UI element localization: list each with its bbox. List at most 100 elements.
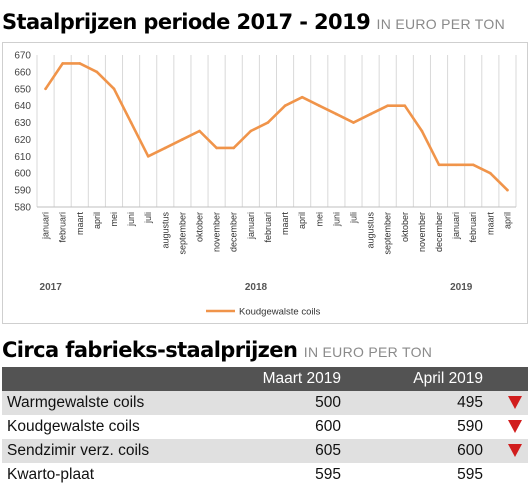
data-point	[386, 104, 389, 107]
table-row: Koudgewalste coils 600 590	[2, 415, 528, 439]
x-tick-label: juli	[348, 212, 358, 224]
x-tick-label: oktober	[195, 212, 205, 242]
data-point	[335, 112, 338, 116]
table-header-row: Maart 2019 April 2019	[2, 367, 528, 391]
data-point	[352, 121, 355, 124]
data-point	[300, 95, 304, 99]
y-tick-label: 600	[14, 169, 31, 180]
april-price-cell: 590	[347, 415, 490, 439]
data-point	[437, 163, 441, 167]
x-tick-label: september	[177, 212, 187, 255]
y-tick-label: 610	[14, 152, 31, 163]
x-tick-label: juni	[331, 212, 341, 227]
data-point	[369, 112, 372, 116]
x-tick-label: februari	[263, 212, 273, 243]
chart-unit: IN EURO PER TON	[376, 16, 505, 32]
data-point	[164, 146, 167, 150]
y-tick-label: 660	[14, 67, 31, 78]
data-point	[181, 138, 184, 141]
data-point	[403, 104, 407, 107]
april-price-cell: 595	[347, 463, 490, 487]
data-point	[232, 146, 236, 150]
x-tick-label: december	[229, 212, 239, 252]
data-point	[198, 129, 201, 133]
table-title: Circa fabrieks-staalprijzen	[2, 338, 298, 362]
x-tick-label: oktober	[400, 212, 410, 242]
data-point	[61, 62, 64, 65]
x-tick-label: mei	[109, 212, 119, 227]
series-line	[44, 62, 509, 192]
legend-label: Koudgewalste coils	[239, 307, 321, 318]
x-tick-label: juli	[143, 212, 153, 224]
x-tick-label: februari	[468, 212, 478, 243]
steel-price-line-chart: 580 590 600 610 620 630 640 650 660 670 januari feb…	[14, 51, 517, 318]
table-row: Sendzimir verz. coils 605 600	[2, 439, 528, 463]
x-tick-label: april	[502, 212, 512, 229]
data-point	[112, 87, 116, 91]
table-row: Kwarto-plaat 595 595	[2, 463, 528, 487]
y-tick-label: 630	[14, 118, 31, 129]
product-name-cell: Kwarto-plaat	[2, 463, 231, 487]
x-tick-label: mei	[314, 212, 324, 227]
trend-cell	[489, 463, 528, 487]
data-point	[78, 62, 82, 65]
y-tick-label: 640	[14, 101, 31, 112]
data-point	[420, 129, 424, 133]
chart-title: Staalprijzen periode 2017 - 2019	[2, 10, 371, 34]
x-tick-label: juni	[126, 212, 136, 227]
data-point	[471, 163, 475, 167]
down-arrow-icon	[508, 444, 522, 458]
y-tick-label: 580	[14, 203, 31, 214]
maart-price-cell: 595	[230, 463, 347, 487]
x-tick-label: maart	[75, 212, 85, 236]
trend-cell	[489, 439, 528, 463]
data-point	[317, 104, 321, 107]
x-tick-label: september	[383, 212, 393, 255]
x-tick-label: januari	[41, 212, 51, 240]
x-tick-label: januari	[451, 212, 461, 240]
column-header-product	[2, 367, 231, 391]
column-header-april: April 2019	[347, 367, 490, 391]
y-tick-label: 590	[14, 186, 31, 197]
y-tick-label: 620	[14, 135, 31, 146]
data-point	[489, 171, 492, 175]
y-tick-label: 650	[14, 84, 31, 95]
x-tick-label: november	[212, 212, 222, 252]
down-arrow-icon	[508, 396, 522, 410]
table-row: Warmgewalste coils 500 495	[2, 391, 528, 415]
april-price-cell: 600	[347, 439, 490, 463]
data-point	[95, 70, 99, 74]
table-heading: Circa fabrieks-staalprijzen IN EURO PER …	[2, 338, 432, 362]
x-tick-label: februari	[58, 212, 68, 243]
data-point	[249, 129, 253, 133]
product-name-cell: Sendzimir verz. coils	[2, 439, 231, 463]
x-tick-label: november	[417, 212, 427, 252]
data-point	[454, 163, 458, 167]
year-label: 2019	[450, 282, 473, 293]
data-point	[506, 188, 509, 192]
table-unit: IN EURO PER TON	[303, 344, 433, 360]
x-tick-label: augustus	[366, 212, 376, 249]
year-label: 2017	[40, 282, 63, 293]
product-name-cell: Warmgewalste coils	[2, 391, 231, 415]
x-tick-label: april	[92, 212, 102, 229]
data-point	[146, 155, 150, 158]
chart-panel: 580 590 600 610 620 630 640 650 660 670 januari feb…	[2, 42, 528, 324]
chart-heading: Staalprijzen periode 2017 - 2019 IN EURO…	[2, 10, 505, 34]
data-point	[44, 87, 47, 91]
product-name-cell: Koudgewalste coils	[2, 415, 231, 439]
data-point	[129, 121, 133, 124]
column-header-trend	[489, 367, 528, 391]
maart-price-cell: 605	[230, 439, 347, 463]
y-tick-label: 670	[14, 51, 31, 62]
trend-cell	[489, 415, 528, 439]
x-tick-label: april	[297, 212, 307, 229]
april-price-cell: 495	[347, 391, 490, 415]
x-tick-label: maart	[485, 212, 495, 236]
x-tick-label: augustus	[160, 212, 170, 249]
data-point	[266, 121, 270, 124]
maart-price-cell: 500	[230, 391, 347, 415]
trend-cell	[489, 391, 528, 415]
x-tick-label: maart	[280, 212, 290, 236]
column-header-maart: Maart 2019	[230, 367, 347, 391]
